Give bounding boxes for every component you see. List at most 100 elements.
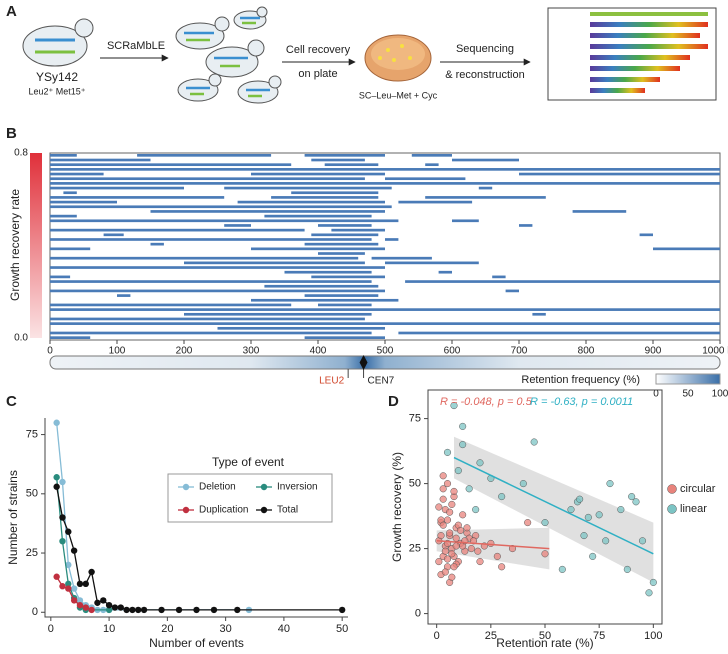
point bbox=[446, 508, 454, 516]
point bbox=[476, 459, 484, 467]
legend-box bbox=[167, 473, 333, 523]
step: on plate bbox=[298, 68, 337, 80]
point bbox=[175, 606, 183, 614]
legend-marker bbox=[667, 484, 677, 494]
point bbox=[606, 480, 614, 488]
point bbox=[448, 500, 456, 508]
segment bbox=[50, 200, 117, 204]
colorbar bbox=[30, 153, 42, 338]
x-tick-label: 50 bbox=[539, 630, 551, 642]
point bbox=[463, 524, 471, 532]
segment bbox=[50, 266, 385, 269]
segment bbox=[50, 205, 392, 209]
x-tick-label: 600 bbox=[444, 346, 461, 357]
point bbox=[589, 552, 597, 560]
point bbox=[632, 498, 640, 506]
segment bbox=[50, 228, 305, 232]
point bbox=[443, 555, 452, 563]
confidence-band bbox=[454, 436, 654, 583]
reconstructions bbox=[590, 22, 708, 93]
point bbox=[452, 534, 460, 542]
segment bbox=[50, 247, 91, 251]
segment bbox=[137, 154, 272, 157]
segment bbox=[371, 256, 432, 260]
segment bbox=[304, 242, 379, 246]
point bbox=[65, 585, 72, 592]
point bbox=[493, 552, 501, 560]
segment bbox=[304, 154, 385, 157]
bud bbox=[74, 18, 94, 38]
segment bbox=[251, 247, 385, 251]
point bbox=[441, 547, 449, 555]
segment bbox=[311, 275, 385, 279]
point bbox=[450, 402, 458, 410]
segment bbox=[331, 228, 385, 232]
chromosome-bar bbox=[49, 355, 721, 370]
segment bbox=[50, 163, 292, 167]
point bbox=[519, 480, 527, 488]
segment bbox=[50, 172, 104, 176]
point bbox=[623, 565, 631, 573]
point bbox=[454, 467, 462, 475]
point bbox=[59, 514, 66, 521]
y-tick-label: 0 bbox=[32, 606, 38, 618]
annotation: R = -0.048, p = 0.5 bbox=[440, 396, 533, 408]
cell-chromosomes bbox=[184, 16, 270, 98]
legend-label: Duplication bbox=[199, 505, 248, 516]
point bbox=[76, 580, 84, 588]
panel-label: C bbox=[6, 393, 17, 410]
point bbox=[76, 597, 84, 604]
point bbox=[448, 573, 456, 581]
segment bbox=[385, 261, 479, 265]
point bbox=[628, 493, 636, 501]
x-axis-label: Number of events bbox=[149, 636, 244, 650]
point bbox=[541, 519, 549, 527]
point bbox=[541, 550, 549, 558]
segment bbox=[150, 210, 385, 213]
point bbox=[59, 583, 66, 590]
retention-label: Retention frequency (%) bbox=[521, 374, 640, 386]
segment bbox=[50, 158, 151, 162]
point bbox=[88, 606, 95, 614]
step: & reconstruction bbox=[445, 69, 524, 81]
legend-marker bbox=[260, 506, 268, 514]
x-tick-label: 300 bbox=[243, 346, 260, 357]
step: Sequencing bbox=[456, 43, 514, 55]
x-tick-label: 400 bbox=[310, 346, 327, 357]
point bbox=[338, 606, 346, 614]
legend-marker bbox=[182, 483, 190, 491]
segment bbox=[50, 186, 184, 190]
point bbox=[465, 485, 473, 493]
point bbox=[105, 601, 113, 609]
point bbox=[65, 561, 72, 569]
segment bbox=[291, 191, 379, 195]
point bbox=[498, 493, 506, 501]
point bbox=[437, 532, 445, 540]
segment bbox=[452, 219, 479, 223]
segment bbox=[63, 191, 77, 195]
point bbox=[129, 606, 136, 614]
segment bbox=[217, 326, 385, 330]
segment bbox=[425, 163, 439, 167]
segment bbox=[50, 275, 71, 279]
point bbox=[88, 568, 95, 576]
segment bbox=[318, 252, 365, 255]
point bbox=[476, 558, 484, 566]
segment bbox=[184, 261, 365, 265]
point bbox=[439, 521, 447, 529]
segment bbox=[50, 177, 365, 181]
point bbox=[558, 565, 566, 573]
segment bbox=[304, 294, 379, 297]
segment bbox=[311, 233, 379, 237]
segment bbox=[318, 224, 372, 227]
segment bbox=[50, 289, 385, 293]
segment bbox=[398, 331, 720, 335]
point bbox=[435, 558, 443, 566]
legend-marker bbox=[260, 483, 268, 491]
segment bbox=[224, 224, 251, 227]
segment bbox=[311, 158, 365, 162]
x-tick-label: 900 bbox=[645, 346, 662, 357]
segment bbox=[50, 322, 720, 325]
point bbox=[53, 573, 60, 580]
